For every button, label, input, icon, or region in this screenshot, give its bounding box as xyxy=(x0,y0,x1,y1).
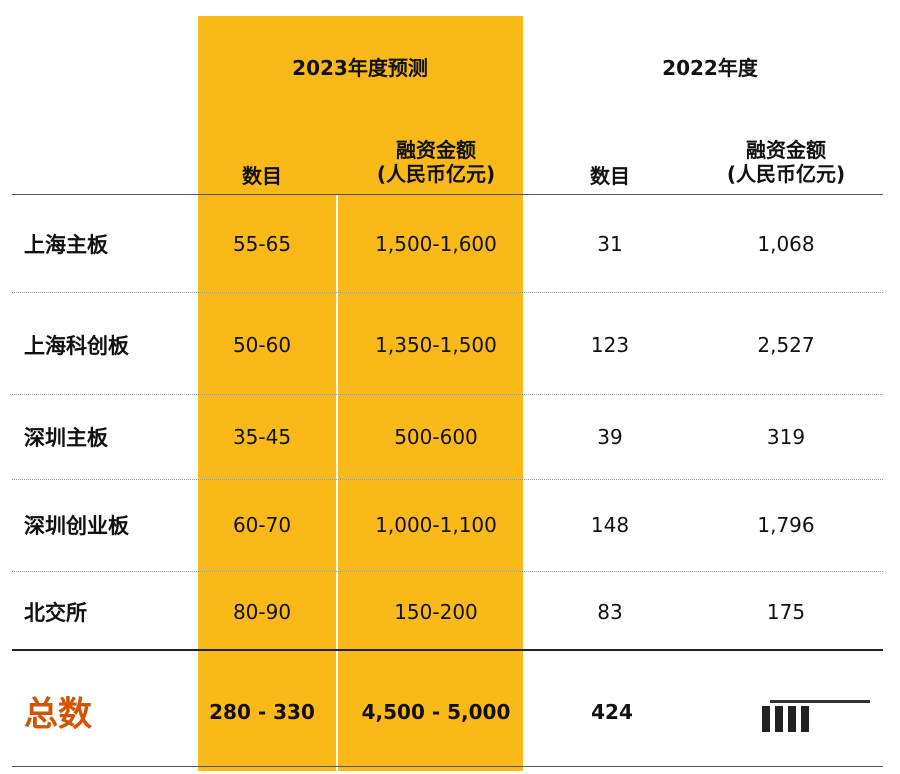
obscured-value xyxy=(748,700,888,740)
row-divider xyxy=(12,571,883,572)
total-amount-2023: 4,500 - 5,000 xyxy=(361,700,511,724)
obscure-mark xyxy=(770,700,870,703)
row-label: 北交所 xyxy=(24,601,87,625)
cell-amount-2023: 1,000-1,100 xyxy=(375,513,497,537)
cell-count-2022: 83 xyxy=(597,600,623,624)
col-header-amount-2023-line2: (人民币亿元) xyxy=(376,162,496,186)
cell-amount-2022: 1,796 xyxy=(757,513,815,537)
col-header-amount-2022-line2: (人民币亿元) xyxy=(726,162,846,186)
header-2022: 2022年度 xyxy=(662,56,758,80)
row-label: 上海科创板 xyxy=(24,334,129,358)
row-divider xyxy=(12,479,883,480)
col-header-amount-2022-line1: 融资金额 xyxy=(746,138,826,162)
total-count-2022: 424 xyxy=(591,700,633,724)
col-header-amount-2023-line1: 融资金额 xyxy=(396,138,476,162)
col-header-amount-2023: 融资金额 (人民币亿元) xyxy=(377,138,495,186)
header-rule xyxy=(12,194,883,195)
row-label: 深圳主板 xyxy=(24,426,108,450)
cell-count-2022: 31 xyxy=(597,232,623,256)
cell-count-2022: 123 xyxy=(590,333,630,357)
cell-amount-2023: 500-600 xyxy=(394,425,478,449)
col-header-count-2022: 数目 xyxy=(590,164,630,188)
cell-amount-2022: 319 xyxy=(766,425,806,449)
cell-amount-2022: 2,527 xyxy=(757,333,815,357)
cell-count-2023: 35-45 xyxy=(232,425,292,449)
row-divider xyxy=(12,292,883,293)
cell-count-2022: 148 xyxy=(590,513,630,537)
total-rule xyxy=(12,649,883,651)
cell-count-2023: 60-70 xyxy=(232,513,292,537)
cell-count-2023: 80-90 xyxy=(232,600,292,624)
header-2023-forecast: 2023年度预测 xyxy=(292,56,428,80)
forecast-2023-highlight xyxy=(198,16,523,771)
cell-amount-2022: 1,068 xyxy=(757,232,815,256)
cell-count-2023: 50-60 xyxy=(232,333,292,357)
row-label: 深圳创业板 xyxy=(24,514,129,538)
row-label: 上海主板 xyxy=(24,233,108,257)
total-label: 总数 xyxy=(24,694,92,735)
cell-count-2023: 55-65 xyxy=(232,232,292,256)
total-count-2023: 280 - 330 xyxy=(209,700,315,724)
col-header-amount-2022: 融资金额 (人民币亿元) xyxy=(727,138,845,186)
cell-count-2022: 39 xyxy=(597,425,623,449)
cell-amount-2023: 150-200 xyxy=(394,600,478,624)
column-divider xyxy=(336,195,338,771)
cell-amount-2022: 175 xyxy=(766,600,806,624)
obscure-bars xyxy=(762,706,822,732)
cell-amount-2023: 1,350-1,500 xyxy=(375,333,497,357)
row-divider xyxy=(12,394,883,395)
col-header-count-2023: 数目 xyxy=(242,164,282,188)
cell-amount-2023: 1,500-1,600 xyxy=(375,232,497,256)
bottom-rule xyxy=(12,766,883,767)
